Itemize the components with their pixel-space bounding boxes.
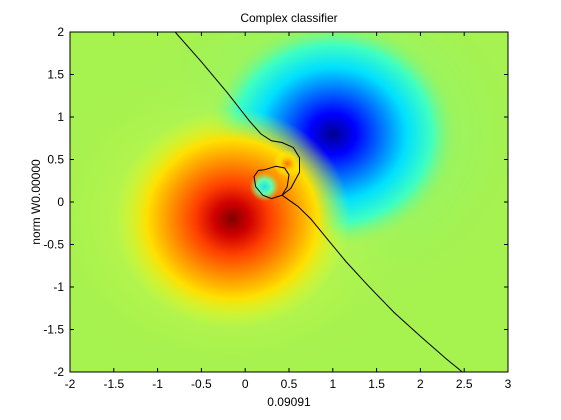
- field-maximum-red: [113, 108, 351, 330]
- heatmap-field: [70, 32, 508, 372]
- x-axis: -2 -1.5 -1 -0.5 0 0.5 1 1.5 2 2.5 3: [65, 32, 512, 391]
- x-tick-label: -0.5: [191, 377, 212, 391]
- x-tick-label: 0: [242, 377, 249, 391]
- y-tick-label: -0.5: [43, 238, 64, 252]
- field-minimum-cyan: [249, 172, 280, 202]
- y-axis-label: norm W0.00000: [29, 159, 43, 245]
- y-tick-label: 1.5: [47, 68, 64, 82]
- y-tick-label: 0: [57, 195, 64, 209]
- x-tick-label: 0.5: [281, 377, 298, 391]
- x-axis-label: 0.09091: [267, 395, 311, 409]
- y-tick-label: 1: [57, 110, 64, 124]
- y-tick-label: 2: [57, 25, 64, 39]
- plot-area: [70, 32, 508, 372]
- decision-boundary-loop: [253, 165, 290, 200]
- x-tick-label: -2: [65, 377, 76, 391]
- y-tick-label: -1.5: [43, 323, 64, 337]
- y-tick-label: 0.5: [47, 153, 64, 167]
- x-tick-label: 3: [505, 377, 512, 391]
- decision-boundary-line: [174, 32, 463, 372]
- x-tick-label: 2.5: [456, 377, 473, 391]
- y-axis: 2 1.5 1 0.5 0 -0.5 -1 -1.5 -2: [43, 25, 508, 379]
- x-tick-label: -1: [152, 377, 163, 391]
- field-maximum-orange: [273, 150, 302, 178]
- x-tick-label: 1: [329, 377, 336, 391]
- x-tick-label: -1.5: [103, 377, 124, 391]
- x-tick-label: 2: [417, 377, 424, 391]
- y-tick-label: -2: [53, 365, 64, 379]
- y-tick-label: -1: [53, 280, 64, 294]
- chart-title: Complex classifier: [240, 11, 337, 25]
- x-tick-label: 1.5: [368, 377, 385, 391]
